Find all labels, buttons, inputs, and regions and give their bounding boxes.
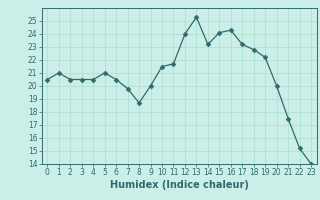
X-axis label: Humidex (Indice chaleur): Humidex (Indice chaleur) [110,180,249,190]
